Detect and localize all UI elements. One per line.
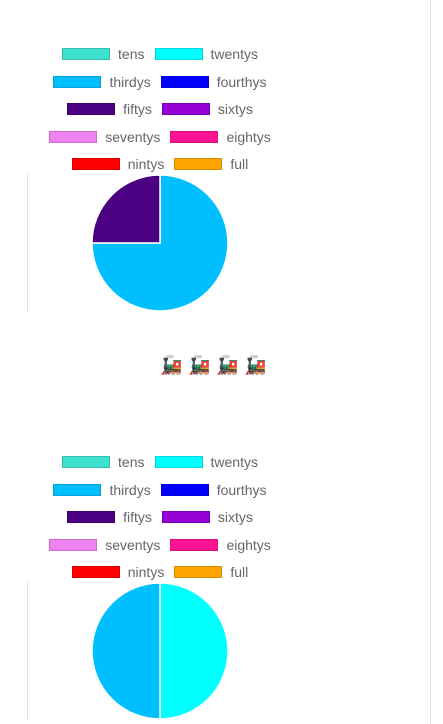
legend-label: fourthys	[216, 481, 267, 498]
legend-item-eightys[interactable]: eightys	[170, 536, 271, 553]
legend-item-fiftys[interactable]: fiftys	[67, 509, 152, 525]
legend-label: seventys	[105, 128, 161, 145]
train-icon: 🚂	[216, 355, 239, 376]
legend-item-fourthys[interactable]: fourthys	[160, 73, 267, 90]
legend-swatch	[49, 130, 98, 143]
train-icon: 🚂	[188, 355, 211, 376]
legend-row: seventys eightys	[0, 123, 320, 151]
legend-swatch	[67, 511, 116, 523]
legend-swatch	[53, 75, 102, 88]
legend-swatch	[170, 130, 219, 143]
legend-label: fiftys	[123, 509, 152, 525]
legend-item-tens[interactable]: tens	[62, 46, 145, 62]
legend-label: eightys	[226, 536, 271, 553]
train-icon: 🚂	[244, 355, 267, 376]
legend-item-sixtys[interactable]: sixtys	[161, 101, 253, 117]
pie-slice-fiftys[interactable]	[91, 174, 161, 244]
legend-row: tens twentys	[0, 448, 320, 476]
legend-label: full	[230, 156, 249, 172]
legend-swatch	[154, 48, 203, 60]
legend-swatch	[174, 566, 223, 578]
pie-slice-twentys[interactable]	[159, 582, 229, 720]
legend-item-thirdys[interactable]: thirdys	[53, 481, 151, 498]
legend-item-thirdys[interactable]: thirdys	[53, 73, 151, 90]
legend-swatch	[71, 566, 120, 578]
legend-label: tens	[118, 454, 145, 470]
legend-item-sixtys[interactable]: sixtys	[161, 509, 253, 525]
legend-row: tens twentys	[0, 40, 320, 68]
legend-label: sixtys	[217, 101, 253, 117]
legend-item-full[interactable]: full	[174, 564, 248, 580]
legend-row: thirdys fourthys	[0, 476, 320, 504]
legend-item-full[interactable]: full	[174, 156, 248, 172]
legend-swatch	[160, 75, 209, 88]
pie-slice-thirdys[interactable]	[91, 174, 229, 312]
legend-swatch	[161, 511, 210, 523]
page-divider	[430, 0, 431, 724]
legend-label: thirdys	[109, 481, 151, 498]
legend-swatch	[62, 456, 111, 468]
legend-row: nintys full	[0, 558, 320, 586]
legend-row: fiftys sixtys	[0, 95, 320, 123]
legend-label: tens	[118, 46, 145, 62]
legend-label: eightys	[226, 128, 271, 145]
legend-label: nintys	[127, 156, 165, 172]
legend-label: seventys	[105, 536, 161, 553]
train-icon-row: 🚂 🚂 🚂 🚂	[160, 355, 266, 377]
legend-swatch	[62, 48, 111, 60]
legend-item-nintys[interactable]: nintys	[71, 156, 165, 172]
legend-label: full	[230, 564, 249, 580]
legend-swatch	[154, 456, 203, 468]
chart-bottom-pie	[91, 582, 229, 720]
pie-slice-thirdys[interactable]	[91, 582, 161, 720]
legend-label: twentys	[210, 46, 258, 62]
legend-label: nintys	[127, 564, 165, 580]
legend-item-tens[interactable]: tens	[62, 454, 145, 470]
legend-item-nintys[interactable]: nintys	[71, 564, 165, 580]
legend-item-twentys[interactable]: twentys	[154, 46, 258, 62]
legend-swatch	[53, 483, 102, 496]
legend-row: thirdys fourthys	[0, 68, 320, 96]
legend-item-seventys[interactable]: seventys	[49, 129, 160, 145]
chart-bottom-axis-line	[27, 581, 28, 719]
legend-label: fourthys	[216, 73, 267, 90]
legend-swatch	[174, 158, 223, 170]
legend-swatch	[49, 538, 98, 551]
legend-item-seventys[interactable]: seventys	[49, 537, 160, 553]
legend-row: seventys eightys	[0, 531, 320, 559]
legend-item-eightys[interactable]: eightys	[170, 128, 271, 145]
chart-top-pie	[91, 174, 229, 312]
legend-item-twentys[interactable]: twentys	[154, 454, 258, 470]
legend-row: fiftys sixtys	[0, 503, 320, 531]
legend-label: sixtys	[217, 509, 253, 525]
train-icon: 🚂	[160, 355, 183, 376]
chart-top-axis-line	[27, 173, 28, 311]
legend-swatch	[67, 103, 116, 115]
legend-swatch	[161, 103, 210, 115]
legend-item-fiftys[interactable]: fiftys	[67, 101, 152, 117]
legend-swatch	[71, 158, 120, 170]
legend-swatch	[170, 538, 219, 551]
legend-label: thirdys	[109, 73, 151, 90]
legend-label: fiftys	[123, 101, 152, 117]
legend-swatch	[160, 483, 209, 496]
legend-item-fourthys[interactable]: fourthys	[160, 481, 267, 498]
legend-label: twentys	[210, 454, 258, 470]
legend-row: nintys full	[0, 150, 320, 178]
